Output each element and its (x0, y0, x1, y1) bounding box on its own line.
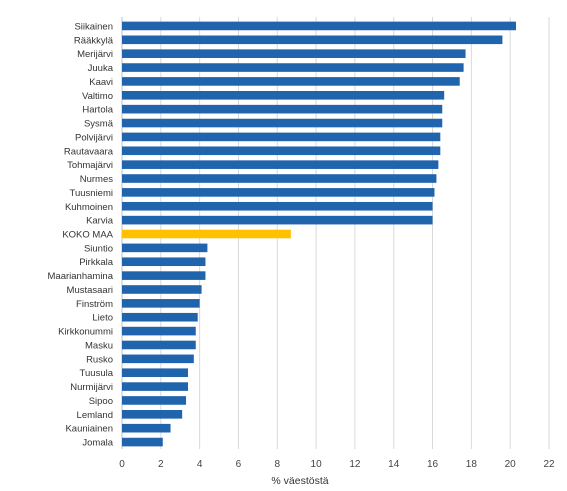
category-label: Nurmes (80, 174, 114, 185)
bar (122, 49, 466, 58)
bar (122, 257, 206, 267)
category-label: Jomala (82, 438, 113, 449)
x-tick-label: 4 (197, 459, 203, 470)
category-label: Rautavaara (64, 146, 114, 157)
category-label: Mustasaari (67, 285, 113, 296)
bar (122, 396, 187, 405)
category-label: Kaavi (89, 77, 113, 88)
category-labels: Siikainen Rääkkylä Merijärvi Juuka Kaavi Valt… (48, 21, 114, 448)
category-label: Tuusniemi (70, 188, 113, 199)
category-label: Masku (85, 340, 113, 351)
category-label: Kirkkonummi (58, 327, 113, 338)
category-label: Tohmajärvi (67, 160, 113, 171)
bar (122, 188, 435, 197)
category-label: Lieto (92, 313, 113, 324)
bar (122, 285, 202, 294)
x-tick-label: 18 (466, 459, 478, 470)
bar (122, 35, 503, 45)
bar (122, 437, 163, 447)
x-tick-label: 12 (349, 459, 361, 470)
category-label: Sysmä (84, 119, 114, 130)
x-tick-label: 16 (427, 459, 439, 470)
x-tick-label: 8 (274, 459, 280, 470)
category-label: Karvia (86, 216, 114, 227)
category-label: Maarianhamina (48, 271, 114, 282)
category-label: Nurmijärvi (70, 382, 113, 393)
category-label: Hartola (82, 105, 113, 116)
category-label: Tuusula (80, 368, 114, 379)
x-tick-label: 22 (543, 459, 555, 470)
category-label: KOKO MAA (62, 230, 113, 241)
bar (122, 271, 206, 280)
bar (122, 21, 517, 31)
x-tick-label: 10 (311, 459, 323, 470)
category-label: Finström (76, 299, 113, 310)
category-label: Juuka (88, 63, 114, 74)
category-label: Rääkkylä (74, 35, 114, 46)
category-label: Siikainen (74, 21, 113, 32)
category-label: Merijärvi (77, 49, 113, 60)
bar (122, 77, 460, 86)
bar (122, 340, 196, 350)
bar (122, 146, 441, 156)
category-label: Pirkkala (79, 257, 114, 268)
category-label: Kuhmoinen (65, 202, 113, 213)
bar (122, 104, 443, 114)
bar (122, 174, 437, 183)
category-label: Valtimo (82, 91, 113, 102)
bar (122, 215, 433, 225)
x-tick-labels: 0 2 4 6 8 10 12 14 16 18 20 22 (119, 459, 555, 470)
x-tick-label: 2 (158, 459, 164, 470)
bar (122, 326, 196, 336)
bar (122, 229, 291, 239)
bars (122, 21, 517, 447)
category-label: Sipoo (89, 396, 113, 407)
bar (122, 410, 183, 419)
bar (122, 312, 198, 322)
x-tick-label: 0 (119, 459, 125, 470)
bar (122, 118, 443, 128)
bar (122, 382, 188, 391)
grid-lines (121, 17, 550, 449)
bar (122, 243, 208, 253)
bar (122, 201, 433, 211)
x-tick-label: 6 (236, 459, 242, 470)
bar (122, 354, 194, 364)
bar (122, 423, 171, 433)
category-label: Kauniainen (65, 424, 113, 435)
x-tick-label: 14 (388, 459, 400, 470)
bar (122, 132, 441, 142)
bar (122, 90, 445, 100)
category-label: Rusko (86, 354, 113, 365)
bar (122, 368, 188, 378)
category-label: Siuntio (84, 243, 113, 254)
bar (122, 63, 464, 72)
category-label: Polvijärvi (75, 132, 113, 143)
x-axis-title: % väestöstä (271, 475, 328, 487)
x-tick-label: 20 (505, 459, 517, 470)
category-label: Lemland (77, 410, 113, 421)
bar (122, 160, 439, 169)
bar (122, 299, 200, 308)
